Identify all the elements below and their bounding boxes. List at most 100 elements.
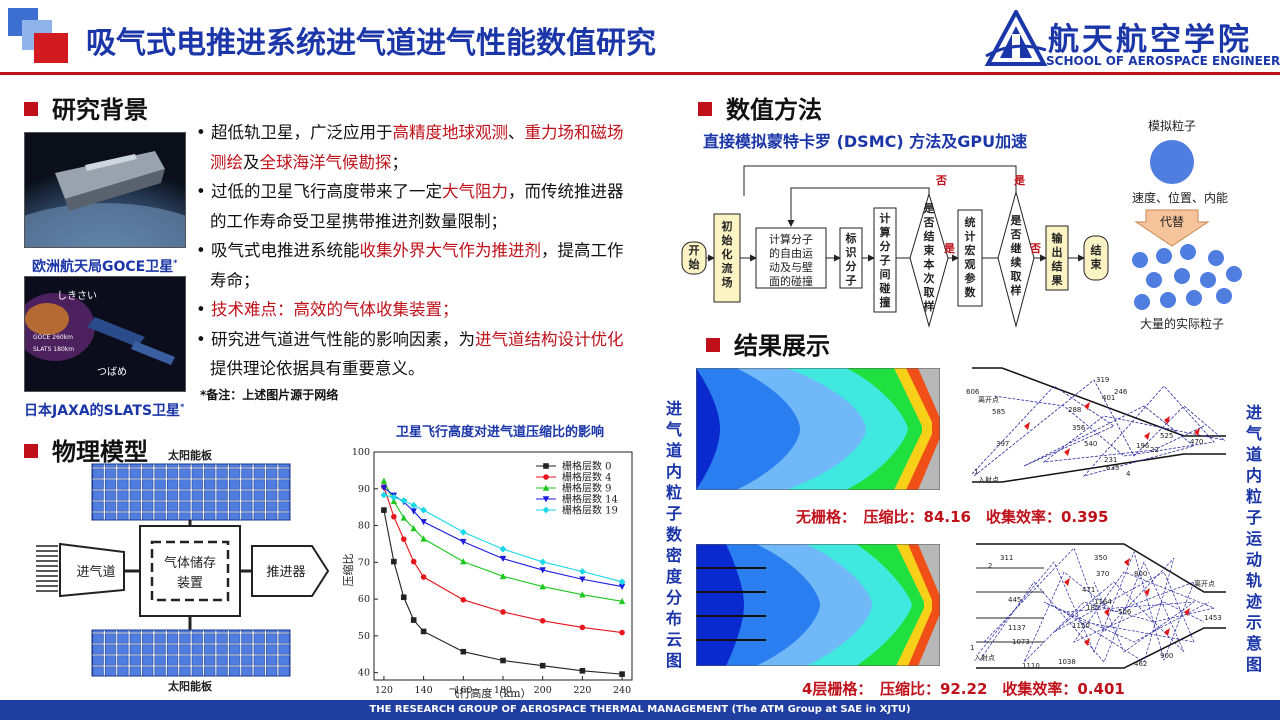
dsmc-subtitle: 直接模拟蒙特卡罗 (DSMC) 方法及GPU加速: [703, 132, 1028, 151]
caption-goce: 欧洲航天局GOCE卫星*: [32, 258, 178, 275]
sim-particle-label: 模拟粒子: [1148, 118, 1196, 133]
replace-arrow-icon: [1134, 209, 1210, 247]
series-point-0: [420, 628, 427, 635]
series-point-1: [391, 513, 397, 520]
legend-label-1: 栅格层数 4: [562, 471, 612, 484]
series-point-1: [420, 574, 427, 580]
flow-mark: [839, 227, 863, 289]
x-tick-label: 120: [375, 685, 393, 696]
trajectory-2-label: 2: [988, 562, 992, 570]
density-contour-vertical-label: 进气道内粒子数密度分布云图: [665, 399, 682, 670]
legend-marker-0: [543, 463, 549, 469]
page-title: 吸气式电推进系统进气道进气性能数值研究: [86, 26, 656, 61]
flow-decision-sample-end: [909, 192, 949, 328]
y-tick-label: 90: [358, 484, 370, 495]
flow-stats: [957, 209, 983, 307]
trajectory-2-label: 900: [1160, 652, 1173, 660]
series-point-2: [410, 525, 417, 532]
series-point-0: [381, 507, 387, 513]
thruster-shape: [251, 545, 330, 597]
series-point-4: [410, 501, 418, 509]
flow-collide: [873, 207, 897, 313]
flow-output: [1045, 225, 1069, 291]
y-tick-label: 40: [358, 668, 370, 679]
storage-label-1: 气体储存: [164, 555, 216, 571]
trajectory-2-label: 1110: [1022, 662, 1040, 670]
section-background-heading: 研究背景: [24, 90, 148, 125]
series-point-1: [400, 536, 407, 542]
flow-output-label: 输出结果: [1051, 231, 1064, 287]
section-model-heading: 物理模型: [24, 432, 148, 467]
series-point-1: [410, 558, 417, 565]
series-point-0: [539, 662, 546, 669]
series-point-1: [619, 629, 625, 636]
photo2-label-2: GOCE 260km: [33, 334, 73, 341]
series-line-1: [383, 486, 623, 634]
series-point-3: [539, 567, 546, 574]
trajectory-2-label: 800: [1134, 570, 1147, 578]
series-point-0: [579, 668, 586, 674]
trajectory-1-label: 397: [996, 440, 1009, 448]
series-line-4: [383, 494, 623, 583]
trajectory-2-label: 471: [1082, 586, 1095, 594]
particle-illustration: 模拟粒子 速度、位置、内能 代替 大量的实际粒子: [1132, 118, 1242, 331]
compression-ratio-chart: 卫星飞行高度对进气道压缩比的影响 120 140 160 180 200 220 240 40…: [342, 424, 633, 700]
physical-model-diagram: 太阳能板 气体储存 装置 进气道 推进器 太阳能板: [36, 448, 330, 693]
legend-marker-2: [542, 484, 550, 491]
series-point-4: [459, 528, 467, 536]
x-tick-label: 140: [415, 685, 433, 696]
bullet-text: 技术难点：高效的气体收集装置；: [210, 300, 459, 319]
bullet-text: 提供理论依据具有重要意义。: [210, 359, 425, 378]
series-point-0: [400, 594, 407, 601]
flow-compute-line3: 动及与壁: [769, 260, 813, 274]
trajectory-1-label: 606: [966, 388, 980, 396]
series-point-3: [618, 583, 626, 590]
section-method-heading: 数值方法: [698, 90, 822, 125]
trajectory-1-label: 470: [1190, 438, 1203, 446]
thruster-label: 推进器: [266, 565, 305, 580]
series-point-2: [499, 572, 507, 580]
series-point-4: [400, 497, 408, 504]
series-point-4: [578, 568, 586, 575]
bullet-item: • 吸气式电推进系统能收集外界大气作为推进剂，提高工作寿命；: [196, 241, 624, 290]
section-background-title: 研究背景: [52, 96, 148, 124]
series-point-2: [579, 591, 586, 598]
trajectory-1-label: 231: [1104, 456, 1117, 464]
legend-marker-3: [542, 496, 550, 503]
trajectory-2-label: 350: [1094, 554, 1107, 562]
bullet-text: ，提高工作寿命；: [210, 241, 624, 290]
footer-bar: THE RESEARCH GROUP OF AEROSPACE THERMAL …: [0, 700, 1280, 720]
trajectory-1-label: 356: [1072, 424, 1086, 432]
particle-props-label: 速度、位置、内能: [1132, 190, 1228, 205]
bullet-item: • 超低轨卫星，广泛应用于高精度地球观测、重力场和磁场测绘及全球海洋气候勘探；: [196, 123, 624, 172]
flow-compute-line1: 计算分子: [769, 232, 813, 246]
trajectory-2-label: 离开点: [1194, 579, 1215, 588]
bullet-text: 高精度地球观测: [392, 123, 508, 142]
flow-collide-label: 计算分子间碰撞: [879, 211, 891, 309]
y-axis-label: 压缩比: [342, 554, 355, 587]
trajectory-2-label: 185: [1086, 604, 1099, 612]
flow-start: [681, 241, 707, 275]
trajectory-1-label: 196: [1136, 442, 1150, 450]
series-point-1: [539, 617, 546, 624]
series-point-1: [460, 597, 467, 603]
trajectory-2-label: 311: [1000, 554, 1013, 562]
trajectory-1-label: 585: [992, 408, 1005, 416]
bullet-text: 吸气式电推进系统能: [210, 241, 360, 260]
bullet-text: ，而传统推进器的工作寿命受卫星携带推进剂数量限制；: [210, 182, 624, 231]
series-point-4: [390, 493, 398, 501]
series-point-1: [579, 624, 586, 631]
trajectory-2-label: 370: [1096, 570, 1109, 578]
trajectory-2-label: 445: [1008, 596, 1021, 604]
series-point-4: [420, 506, 428, 514]
legend-marker-1: [543, 474, 549, 480]
section-method-title: 数值方法: [726, 96, 822, 124]
real-particles-cluster: [1132, 244, 1242, 310]
series-line-0: [383, 509, 623, 675]
section-results-heading: 结果展示: [706, 326, 830, 361]
photo2-label-4: つばめ: [97, 366, 127, 378]
dsmc-flowchart: 开始 计算分子 的自由运 动及与壁 面的碰撞 初始化流场 标识分子 计算分子间碰撞 是…: [681, 165, 1109, 328]
real-particles-label: 大量的实际粒子: [1140, 316, 1224, 331]
